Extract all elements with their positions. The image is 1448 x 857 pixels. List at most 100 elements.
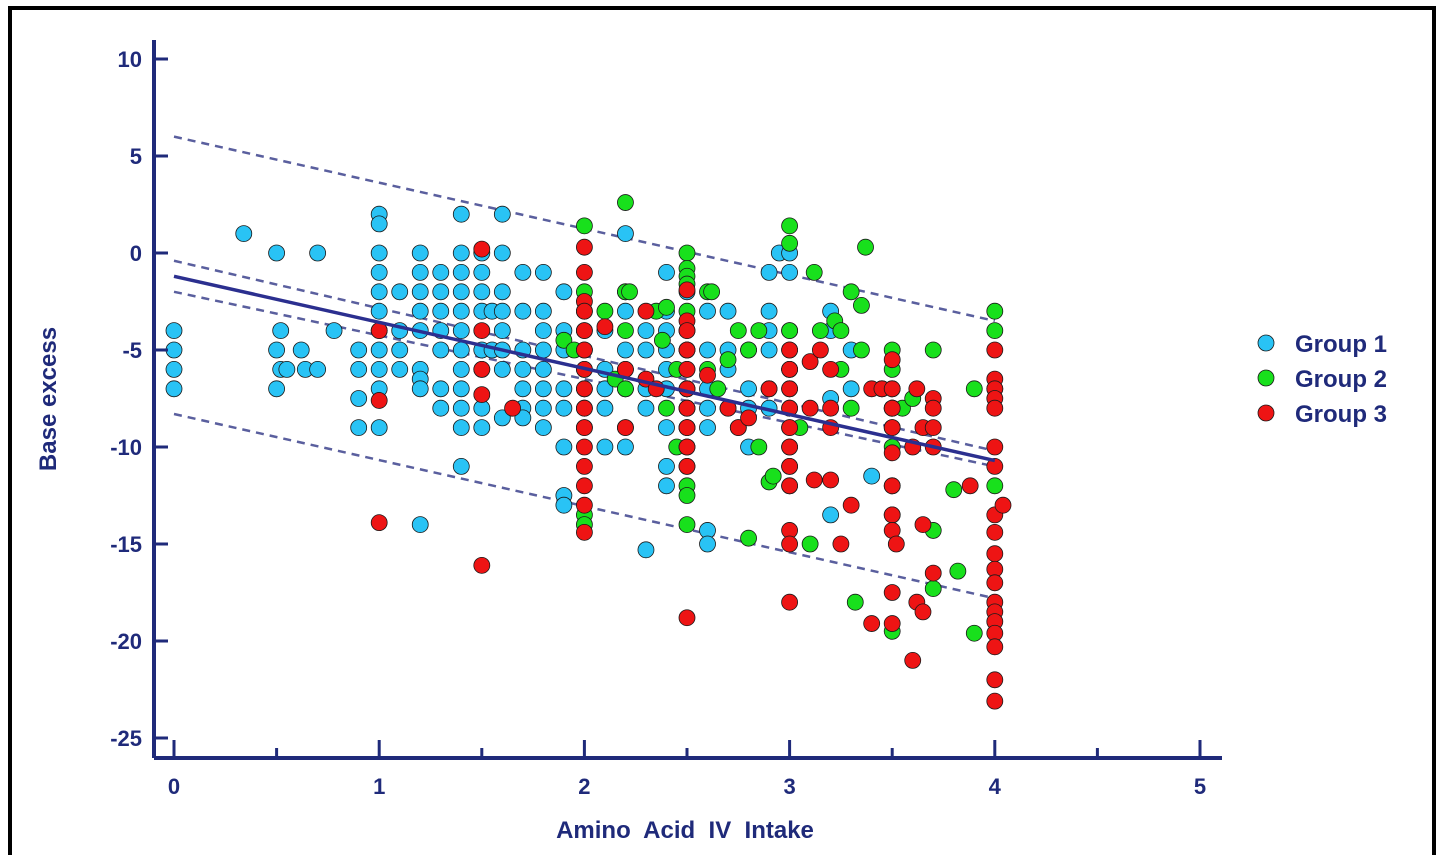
data-point [617, 419, 634, 437]
data-point [596, 380, 614, 398]
legend-label: Group 3 [1295, 401, 1387, 428]
data-point [165, 360, 183, 378]
legend-item-group-2: Group 2 [1257, 366, 1387, 393]
data-point [432, 380, 450, 398]
data-point [555, 399, 573, 417]
data-point [678, 360, 696, 378]
data-point [576, 302, 593, 320]
data-point [452, 322, 470, 340]
data-point [637, 541, 655, 559]
data-point [617, 380, 634, 398]
y-tick-label: 10 [118, 47, 142, 72]
y-tick-label: 0 [130, 241, 142, 266]
data-point [617, 341, 634, 359]
data-point [945, 481, 963, 499]
data-point [699, 341, 716, 359]
data-point [411, 283, 429, 301]
data-point [514, 360, 532, 378]
data-point [534, 399, 552, 417]
data-point [822, 471, 840, 489]
data-point [452, 244, 470, 262]
data-point [961, 477, 979, 495]
data-point [986, 545, 1004, 563]
data-point [576, 263, 593, 281]
data-point [473, 419, 491, 437]
data-point [576, 477, 593, 495]
data-point [801, 535, 819, 553]
data-point [709, 380, 727, 398]
data-point [514, 302, 532, 320]
data-point [452, 457, 470, 475]
data-point [621, 283, 638, 301]
x-tick-label: 4 [989, 774, 1002, 799]
y-tick-label: -25 [110, 726, 142, 751]
legend-marker [1257, 404, 1275, 422]
data-point [842, 496, 860, 514]
data-point [555, 380, 573, 398]
data-point [883, 506, 901, 524]
data-point [908, 380, 926, 398]
data-point [986, 477, 1004, 495]
data-point [555, 283, 573, 301]
data-point [924, 419, 942, 437]
data-point [576, 341, 593, 359]
data-point [637, 302, 655, 320]
data-point [994, 496, 1012, 514]
data-point [658, 477, 675, 495]
data-point [719, 302, 737, 320]
data-point [822, 360, 840, 378]
data-point [781, 419, 798, 437]
data-point [853, 341, 870, 359]
data-point [678, 457, 696, 475]
data-point [576, 238, 593, 256]
y-axis-title: Base excess [35, 327, 62, 471]
data-point [781, 438, 798, 456]
data-point [781, 234, 798, 252]
data-point [678, 516, 696, 533]
data-point [534, 322, 552, 340]
data-point [729, 419, 747, 437]
data-point [760, 263, 778, 281]
data-point [678, 244, 696, 262]
data-point [576, 322, 593, 340]
data-point [576, 419, 593, 437]
data-point [391, 283, 409, 301]
data-point [370, 360, 388, 378]
data-point [949, 562, 967, 580]
data-point [309, 244, 327, 262]
data-point [432, 302, 450, 320]
data-point [268, 341, 286, 359]
data-point [653, 331, 671, 349]
data-point [857, 238, 874, 256]
data-point [370, 244, 388, 262]
data-point [703, 283, 721, 301]
data-point [986, 322, 1004, 340]
data-point [576, 380, 593, 398]
data-point [370, 514, 388, 532]
data-point [986, 692, 1004, 710]
data-point [534, 341, 552, 359]
data-point [370, 392, 388, 409]
legend-marker [1257, 369, 1275, 387]
data-point [637, 341, 655, 359]
data-point [986, 671, 1004, 689]
data-point [411, 263, 429, 281]
data-point [740, 341, 757, 359]
data-point [452, 283, 470, 301]
data-point [473, 556, 491, 574]
data-point [781, 477, 798, 495]
data-point [165, 322, 183, 340]
data-point [699, 399, 716, 417]
legend: Group 1 Group 2 Group 3 [1257, 331, 1387, 428]
data-point [883, 477, 901, 495]
data-point [781, 457, 798, 475]
data-point [805, 471, 823, 489]
data-point [493, 205, 511, 223]
regression-line [173, 274, 996, 463]
data-point [555, 331, 573, 349]
x-tick-label: 0 [168, 774, 180, 799]
data-point [370, 419, 388, 437]
data-point [432, 283, 450, 301]
data-point [452, 205, 470, 223]
data-point [493, 302, 511, 320]
